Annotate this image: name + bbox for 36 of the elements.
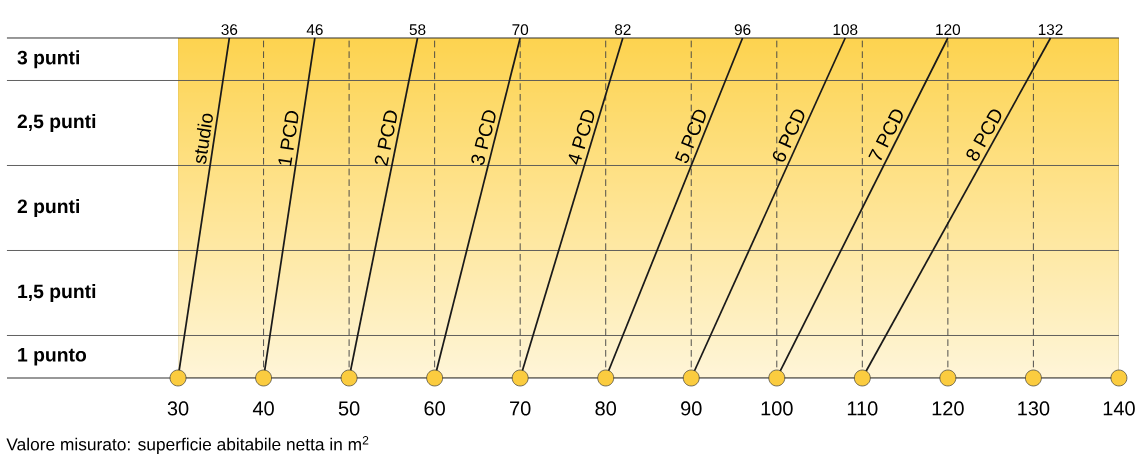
annotation: 132 bbox=[1038, 24, 1063, 36]
text: studio bbox=[195, 113, 213, 164]
annotation: 70 bbox=[512, 24, 529, 36]
text: 3 PCD bbox=[471, 110, 496, 166]
x-tick-label: 30 bbox=[167, 401, 189, 416]
annotation: 108 bbox=[833, 24, 858, 36]
annotation: 58 bbox=[409, 24, 426, 36]
text: 1 PCD bbox=[278, 111, 299, 167]
y-tick-label: 2 punti bbox=[17, 198, 79, 217]
x-tick-label: 110 bbox=[847, 401, 878, 416]
text: 2 PCD bbox=[374, 110, 397, 167]
x-tick-label: 140 bbox=[1103, 401, 1135, 416]
y-tick-label: 2,5 punti bbox=[17, 113, 96, 133]
text: 4 PCD bbox=[568, 110, 595, 165]
annotation: 96 bbox=[734, 24, 751, 36]
text: 5 PCD bbox=[675, 109, 706, 163]
annotation: 120 bbox=[936, 24, 961, 36]
x-tick-label: 60 bbox=[424, 401, 445, 416]
annotation: 46 bbox=[306, 24, 323, 36]
annotation: 36 bbox=[221, 24, 238, 36]
x-tick-label: 130 bbox=[1018, 401, 1050, 416]
y-tick-label: 1,5 punti bbox=[18, 283, 96, 302]
x-tick-label: 70 bbox=[510, 401, 531, 416]
text: 7 PCD bbox=[868, 109, 903, 161]
x-tick-label: 40 bbox=[252, 401, 274, 416]
x-tick-label: 50 bbox=[338, 401, 360, 416]
x-axis-title: Valore misurato: superficie abitabile netta in m$^{2}$ bbox=[6, 436, 369, 454]
x-tick-label: 80 bbox=[595, 401, 617, 416]
y-tick-label: 1 punto bbox=[18, 348, 87, 366]
annotation: 82 bbox=[614, 24, 631, 36]
x-tick-label: 120 bbox=[932, 401, 964, 416]
x-tick-label: 100 bbox=[761, 401, 793, 416]
text: 6 PCD bbox=[772, 109, 805, 162]
text: 8 PCD bbox=[966, 109, 1002, 161]
y-tick-label: 3 punti bbox=[17, 50, 79, 69]
x-tick-label: 90 bbox=[681, 401, 702, 416]
